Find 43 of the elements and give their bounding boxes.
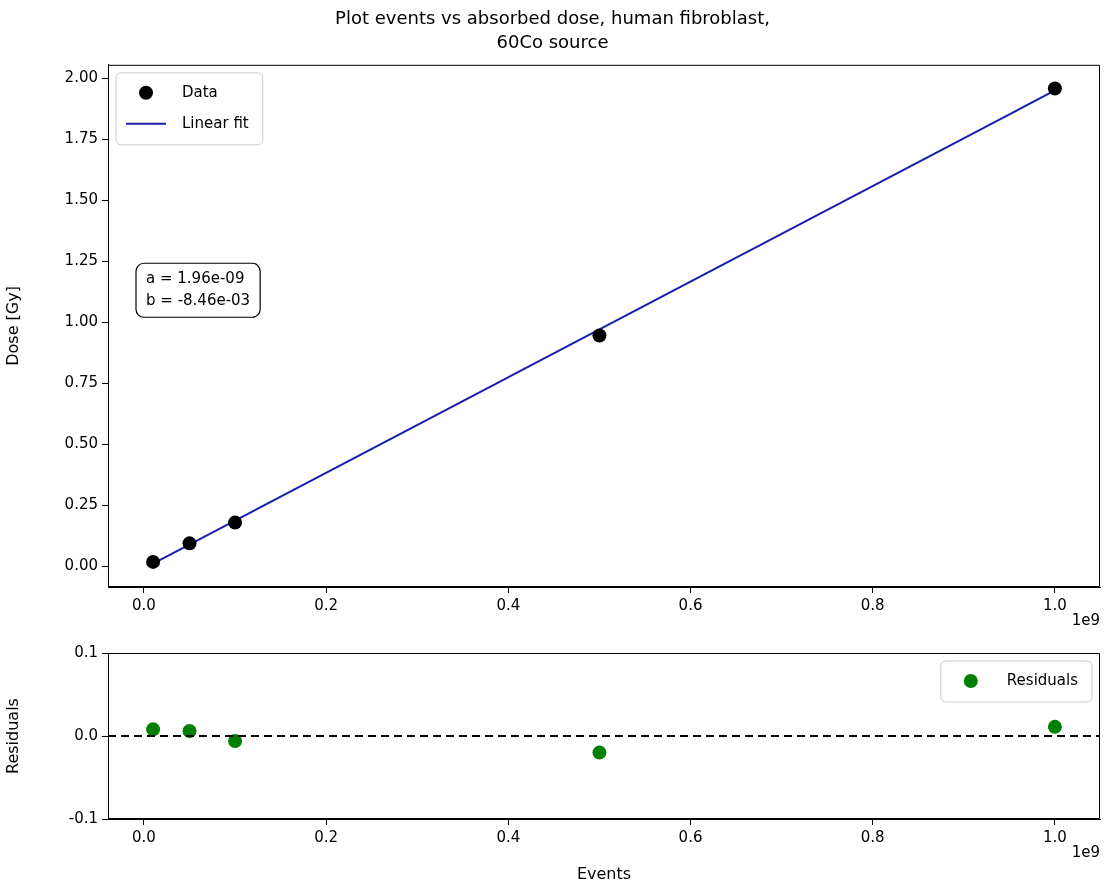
y-tick-label: 0.00 — [64, 555, 98, 574]
x-tick-label: 0.6 — [678, 595, 703, 614]
x-tick-label: 0.0 — [132, 827, 156, 846]
y-axis-title: Residuals — [2, 698, 22, 774]
y-tick-label: 1.00 — [64, 312, 98, 331]
point — [146, 554, 161, 569]
y-tick-label: 1.75 — [64, 129, 98, 148]
x-axis-title: Events — [576, 863, 632, 883]
y-tick-label: 0.0 — [74, 725, 98, 744]
x-tick-label: 0.8 — [860, 827, 885, 846]
x-tick-label: 0.4 — [496, 595, 521, 614]
x-tick-label: 1.0 — [1042, 595, 1067, 614]
x-tick-label: 0.6 — [678, 827, 703, 846]
y-tick-label: 1.25 — [64, 251, 98, 270]
y-tick-label: 0.25 — [64, 494, 98, 513]
legend-label: Data — [182, 82, 218, 101]
text: 1e9 — [1071, 843, 1100, 862]
x-tick-label: 0.4 — [496, 827, 521, 846]
x-tick-label: 0.2 — [314, 595, 339, 614]
annotation: a = 1.96e-09 b = -8.46e-03 — [146, 269, 251, 310]
x-tick-label: 1.0 — [1042, 827, 1067, 846]
text: 1e9 — [1071, 611, 1100, 630]
y-tick-label: 0.1 — [74, 642, 98, 661]
legend-label: Linear fit — [182, 113, 249, 132]
chart-title: Plot events vs absorbed dose, human fibroblast, 60Co source — [335, 7, 770, 52]
y-tick-label: 0.50 — [64, 433, 98, 452]
x-tick-label: 0.0 — [132, 595, 156, 614]
x-tick-label: 0.8 — [860, 595, 885, 614]
y-tick-label: 2.00 — [64, 68, 98, 87]
point — [228, 515, 243, 530]
point — [1047, 719, 1062, 734]
y-axis-title: Dose [Gy] — [2, 286, 22, 366]
point — [592, 745, 607, 760]
point — [182, 536, 197, 551]
y-tick-label: -0.1 — [68, 808, 98, 827]
legend-label: Residuals — [1006, 670, 1079, 689]
point — [1047, 81, 1062, 96]
y-tick-label: 1.50 — [64, 190, 98, 209]
x-tick-label: 0.2 — [314, 827, 339, 846]
point — [592, 328, 607, 343]
y-tick-label: 0.75 — [64, 372, 98, 391]
point — [228, 733, 243, 748]
point — [146, 722, 161, 737]
